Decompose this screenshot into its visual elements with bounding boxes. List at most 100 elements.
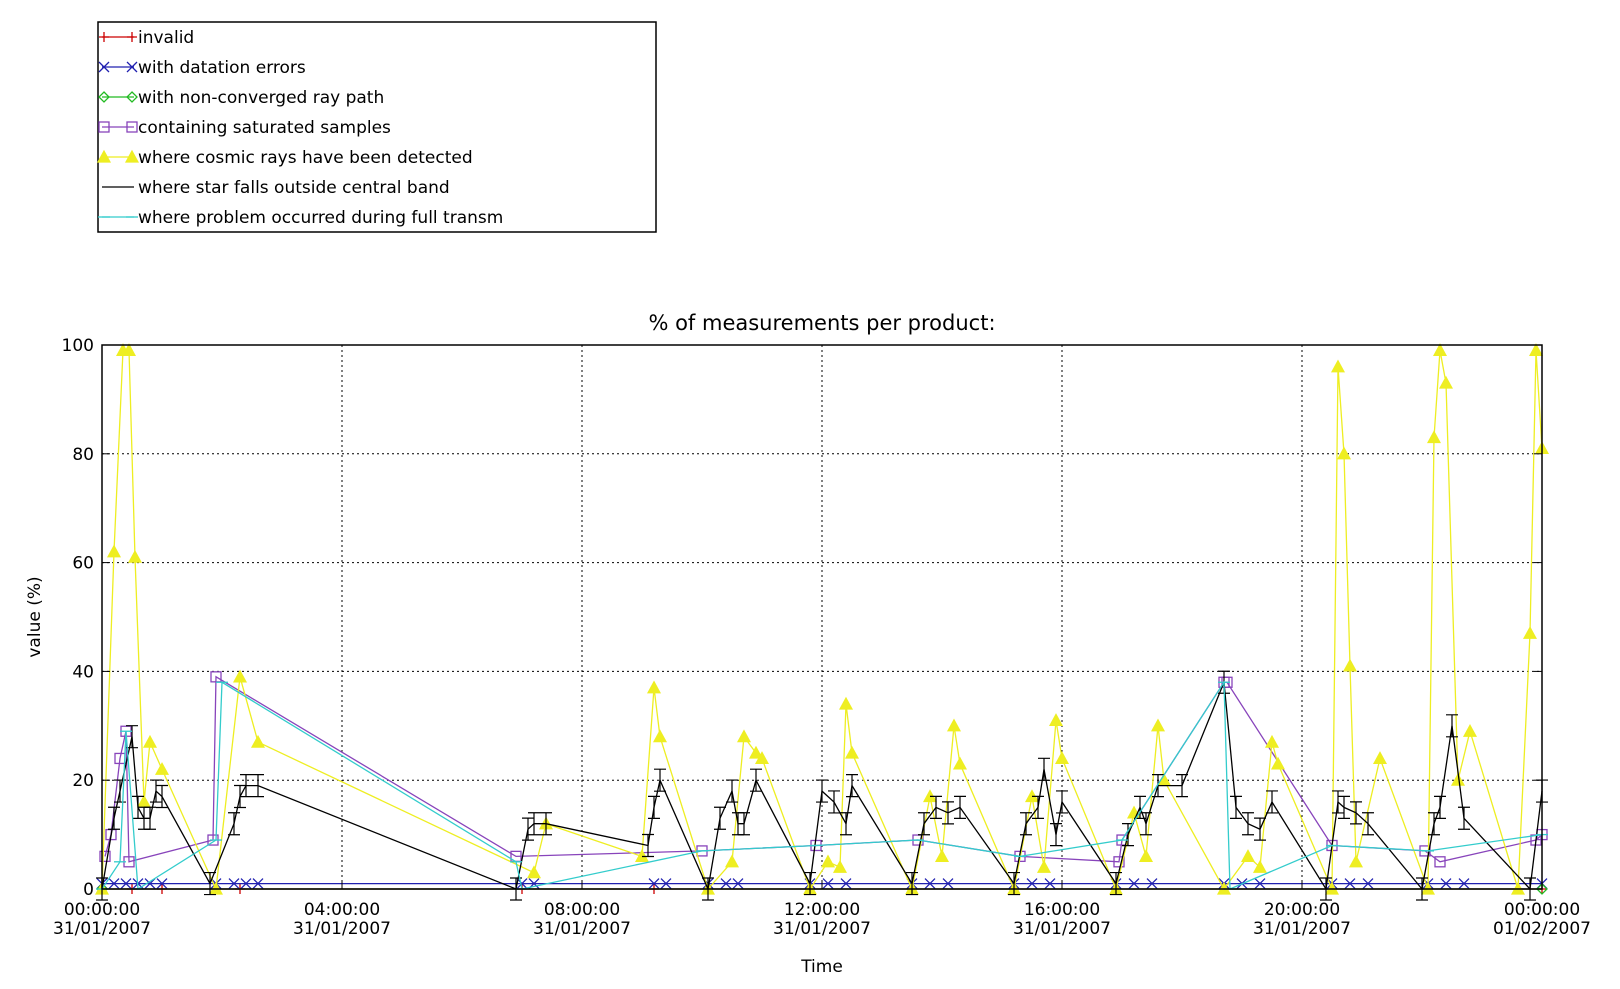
data-point (1026, 878, 1038, 890)
data-point (1008, 871, 1020, 896)
gridlines (102, 345, 1542, 889)
legend-label: where star falls outside central band (138, 178, 450, 198)
data-point (1176, 774, 1188, 798)
data-point (828, 790, 840, 814)
series-line (101, 680, 1543, 891)
data-point (1110, 871, 1122, 896)
x-tick-label-time: 16:00:00 (1024, 900, 1100, 920)
x-tick-label-time: 00:00:00 (64, 900, 140, 920)
data-point (1438, 375, 1454, 389)
data-point (120, 878, 132, 890)
series-line (101, 349, 1543, 892)
data-point (1338, 795, 1350, 819)
data-point (1264, 734, 1280, 748)
data-point (930, 795, 942, 819)
data-point (822, 878, 834, 890)
legend-marker (127, 32, 137, 42)
data-point (924, 878, 936, 890)
data-point (816, 779, 828, 803)
data-point (232, 669, 248, 683)
data-point (1128, 878, 1140, 890)
legend-label: invalid (138, 28, 194, 48)
data-point (126, 725, 138, 749)
legend-item: with non-converged ray path (98, 88, 384, 108)
data-point (846, 774, 858, 798)
x-tick-label-date: 01/02/2007 (1493, 919, 1591, 939)
legend-item: with datation errors (98, 58, 306, 78)
legend-marker (96, 149, 112, 163)
data-point (252, 878, 264, 890)
data-point (634, 849, 650, 862)
data-point (1362, 878, 1374, 890)
data-point (136, 794, 152, 808)
data-point (1458, 878, 1470, 890)
y-axis-label: value (%) (25, 576, 45, 657)
plot-area (94, 343, 1550, 901)
legend-marker (126, 121, 138, 133)
data-point (1440, 878, 1452, 890)
data-point (1044, 878, 1056, 890)
data-point (1446, 714, 1458, 738)
data-point (142, 734, 158, 748)
data-point (660, 878, 672, 890)
legend-box (97, 21, 657, 233)
data-point (522, 817, 534, 841)
data-point (906, 871, 918, 896)
legend-label: with non-converged ray path (138, 88, 384, 108)
data-point (1270, 756, 1286, 770)
x-tick-label-time: 00:00:00 (1504, 900, 1580, 920)
data-point (1528, 343, 1544, 357)
legend-marker (126, 61, 138, 73)
data-point (1113, 856, 1125, 868)
data-point (99, 850, 111, 863)
data-point (108, 878, 120, 890)
data-point (250, 734, 266, 748)
data-point (1462, 723, 1478, 737)
data-point (732, 878, 744, 890)
data-point (1336, 446, 1352, 460)
data-point (252, 774, 264, 798)
data-point (1372, 751, 1388, 765)
data-point (804, 871, 816, 896)
x-tick-label-date: 31/01/2007 (1013, 919, 1111, 939)
legend-label: with datation errors (138, 58, 306, 78)
data-point (1240, 849, 1256, 862)
x-axis-label: Time (800, 957, 843, 977)
data-point (1054, 751, 1070, 765)
legend-marker (124, 149, 140, 163)
data-point (1458, 806, 1470, 830)
y-tick-label: 60 (72, 554, 94, 574)
x-tick-label-time: 08:00:00 (544, 900, 620, 920)
data-point (726, 779, 738, 803)
legend-item: invalid (99, 28, 194, 48)
data-point (748, 745, 764, 759)
data-point (720, 878, 732, 890)
legend-label: where problem occurred during full trans… (138, 208, 503, 228)
legend: invalid with datation errors with non-conv… (96, 21, 657, 233)
data-point (1020, 812, 1032, 836)
data-point (844, 745, 860, 759)
series-3 (99, 671, 1548, 868)
data-point (106, 544, 122, 558)
data-point (1362, 812, 1374, 836)
data-point (1344, 878, 1356, 890)
data-point (1140, 812, 1152, 836)
data-point (228, 812, 240, 836)
data-point (144, 806, 156, 830)
chart-title: % of measurements per product: (648, 311, 995, 335)
data-point (150, 779, 162, 803)
data-point (1254, 878, 1266, 890)
data-point (1434, 795, 1446, 819)
data-point (736, 729, 752, 743)
data-point (240, 878, 252, 890)
data-point (1342, 658, 1358, 672)
data-point (838, 696, 854, 710)
y-tick-label: 80 (72, 445, 94, 465)
legend-item: where problem occurred during full trans… (98, 208, 503, 228)
data-point (1036, 859, 1052, 873)
series-line (101, 682, 1543, 892)
legend-label: where cosmic rays have been detected (138, 148, 473, 168)
data-point (952, 756, 968, 770)
data-point (1434, 856, 1446, 868)
